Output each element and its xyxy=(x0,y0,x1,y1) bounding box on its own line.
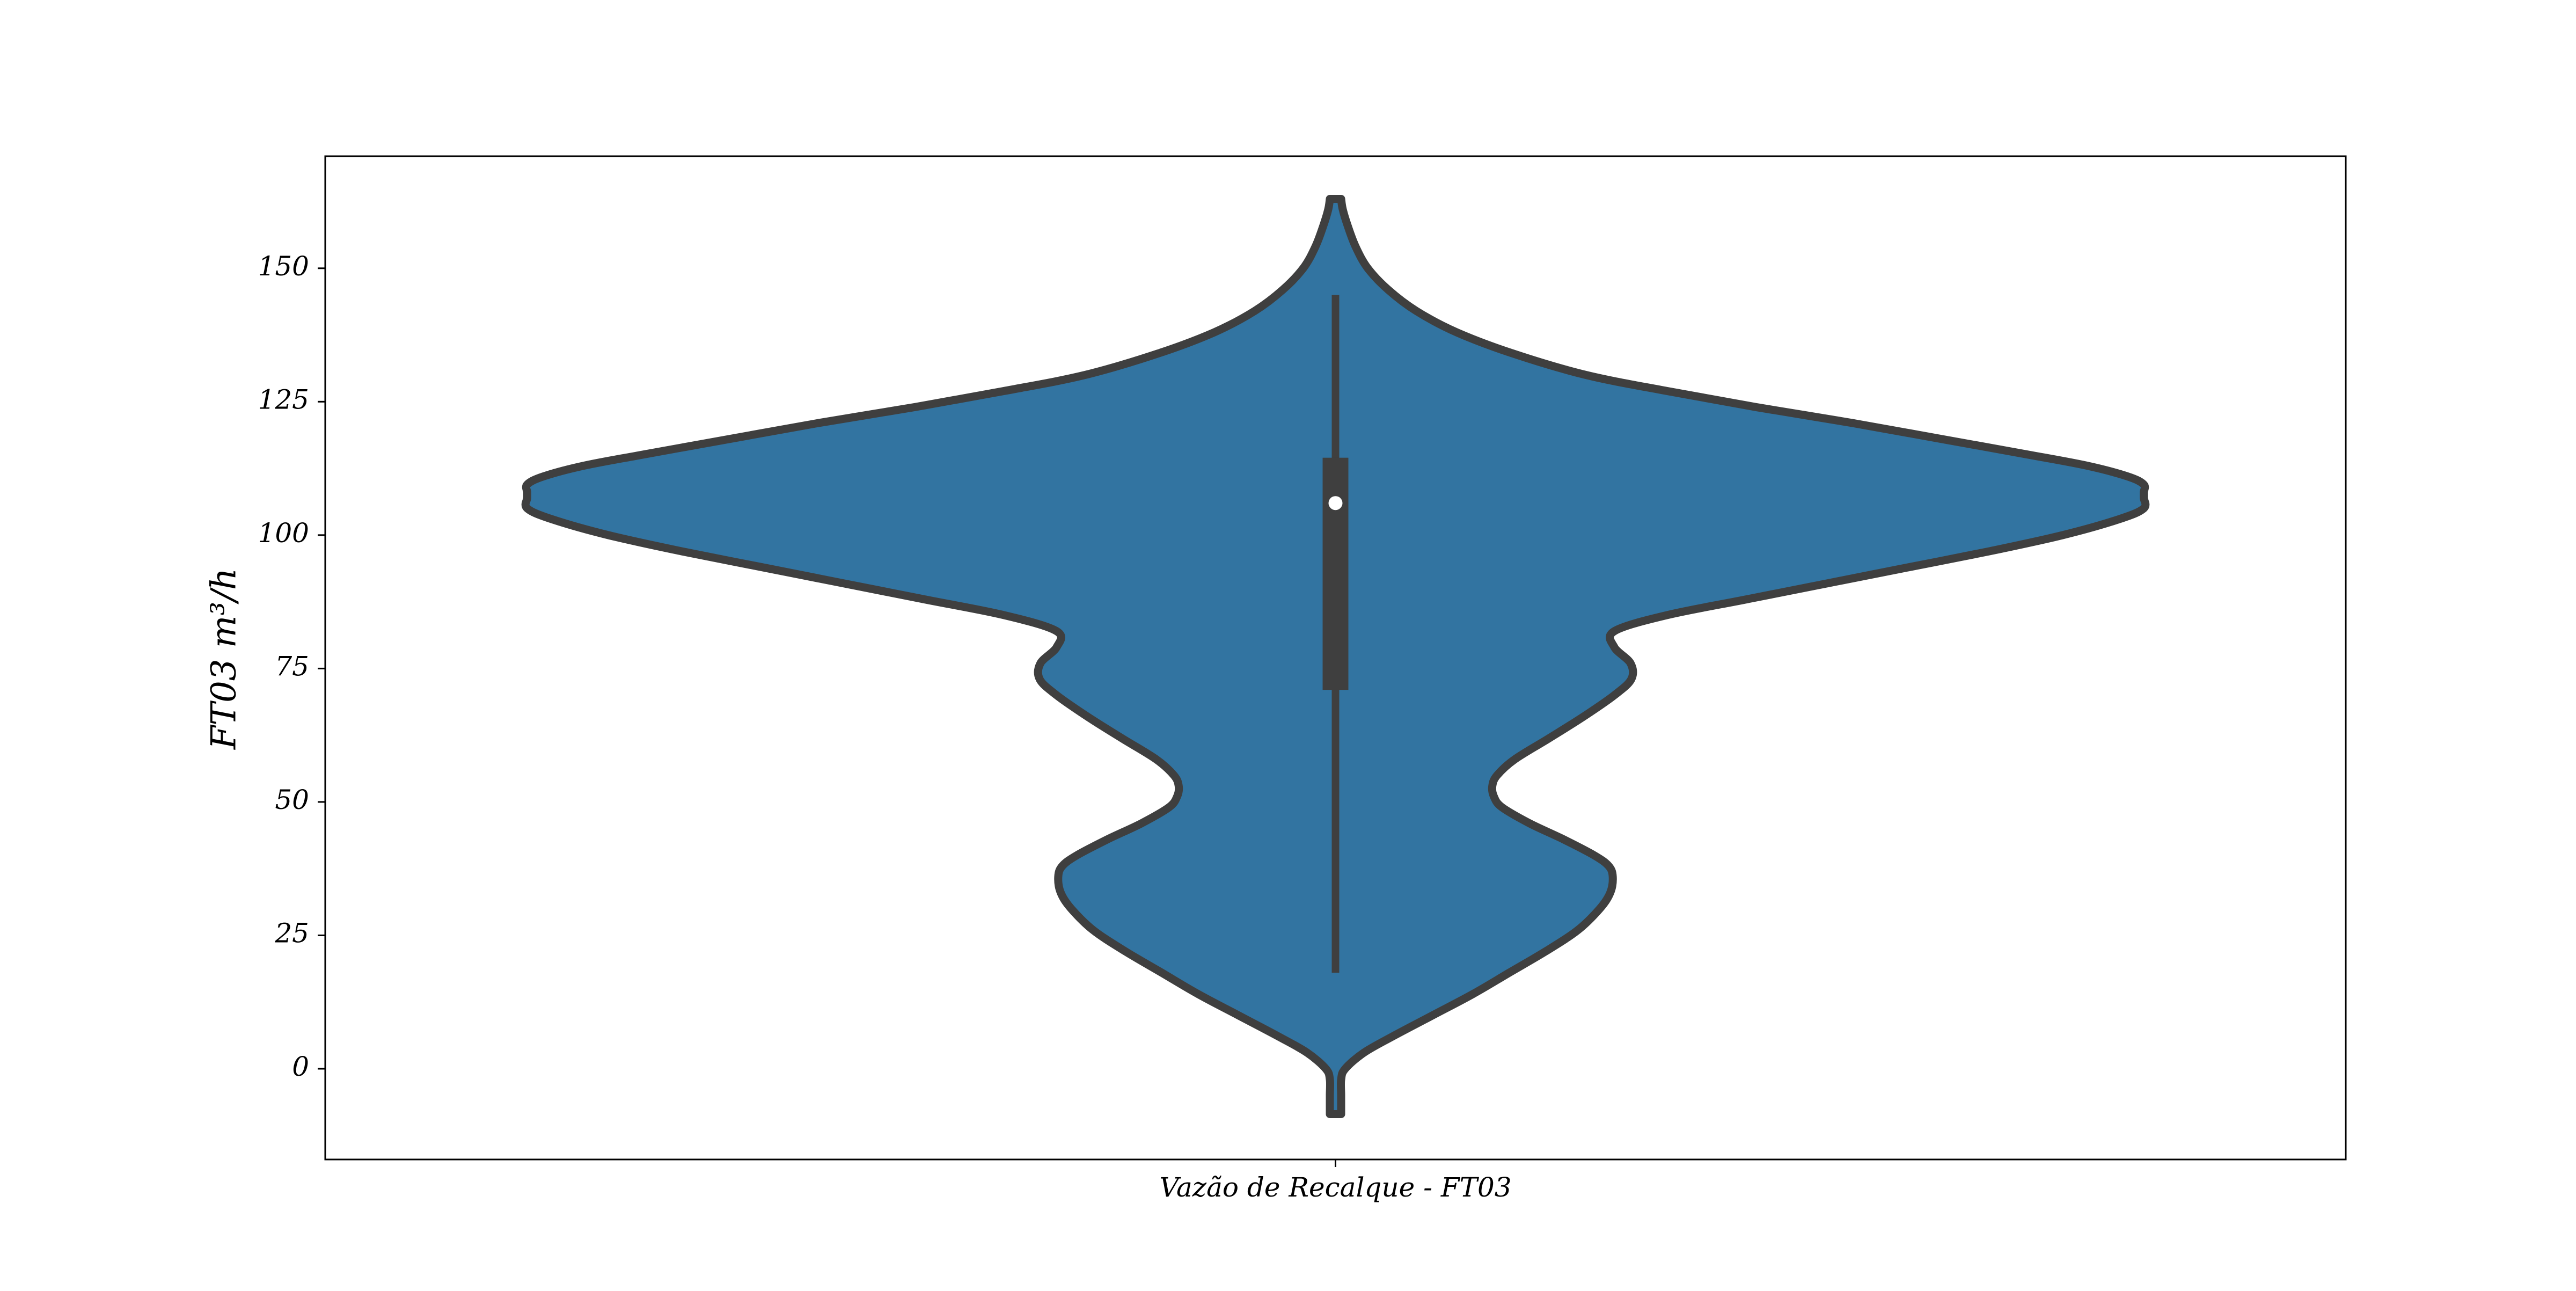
box-layer xyxy=(1322,295,1349,973)
x-category-label: Vazão de Recalque - FT03 xyxy=(1159,1172,1511,1203)
y-tick-label: 75 xyxy=(275,651,309,682)
y-tick-label: 25 xyxy=(274,917,309,949)
y-tick-label: 50 xyxy=(275,784,309,815)
median-marker xyxy=(1328,496,1343,510)
x-axis: Vazão de Recalque - FT03 xyxy=(1159,1159,1512,1203)
y-tick-label: 100 xyxy=(258,517,309,549)
y-tick-label: 150 xyxy=(258,251,309,282)
y-tick-label: 0 xyxy=(292,1051,309,1082)
y-axis: 0 25 50 75 100 125 150 xyxy=(258,251,325,1082)
y-tick-label: 125 xyxy=(258,384,309,415)
y-axis-label: FT03 m³/h xyxy=(204,568,244,750)
iqr-box xyxy=(1322,457,1349,690)
